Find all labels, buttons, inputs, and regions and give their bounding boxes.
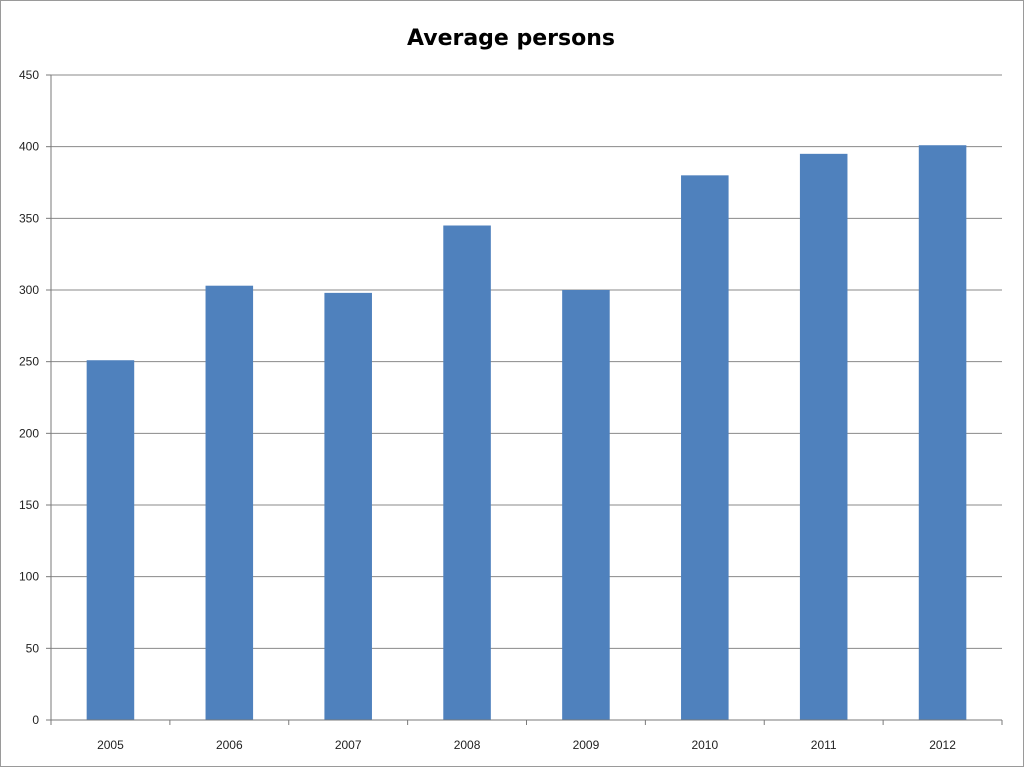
bar-2012 (918, 145, 967, 720)
x-tick-label: 2012 (929, 738, 956, 752)
y-tick-label: 0 (32, 713, 39, 727)
x-tick-label: 2011 (811, 738, 837, 752)
y-tick-label: 100 (19, 570, 39, 584)
x-tick-label: 2006 (216, 738, 243, 752)
gridlines (51, 74, 1002, 649)
x-tick-label: 2005 (97, 738, 124, 752)
y-tick-label: 300 (19, 283, 39, 297)
x-tick-label: 2010 (691, 738, 718, 752)
bars (86, 145, 967, 721)
y-tick-label: 250 (19, 355, 39, 369)
bar-2006 (205, 285, 254, 720)
bar-2010 (681, 175, 729, 721)
bar-2011 (799, 153, 848, 721)
x-tick-label: 2008 (454, 738, 481, 752)
y-tick-label: 150 (19, 498, 39, 512)
x-tick-label: 2007 (335, 738, 362, 752)
y-tick-label: 350 (19, 211, 39, 225)
y-tick-label: 50 (26, 641, 40, 655)
x-tick-label: 2009 (573, 738, 600, 752)
bar-2008 (443, 225, 491, 720)
y-tick-labels: 0 50 100 150 200 250 300 350 400 450 (19, 68, 51, 727)
x-tick-labels: 2005 2006 2007 2008 2009 2010 2011 2012 (97, 738, 956, 752)
axes (50, 75, 1003, 725)
y-tick-label: 200 (19, 426, 39, 440)
chart-title: Average persons (407, 26, 615, 51)
bar-2005 (86, 360, 135, 720)
y-tick-label: 450 (19, 68, 39, 82)
y-tick-label: 400 (19, 140, 39, 154)
bar-2009 (562, 290, 610, 720)
bar-2007 (324, 292, 372, 720)
